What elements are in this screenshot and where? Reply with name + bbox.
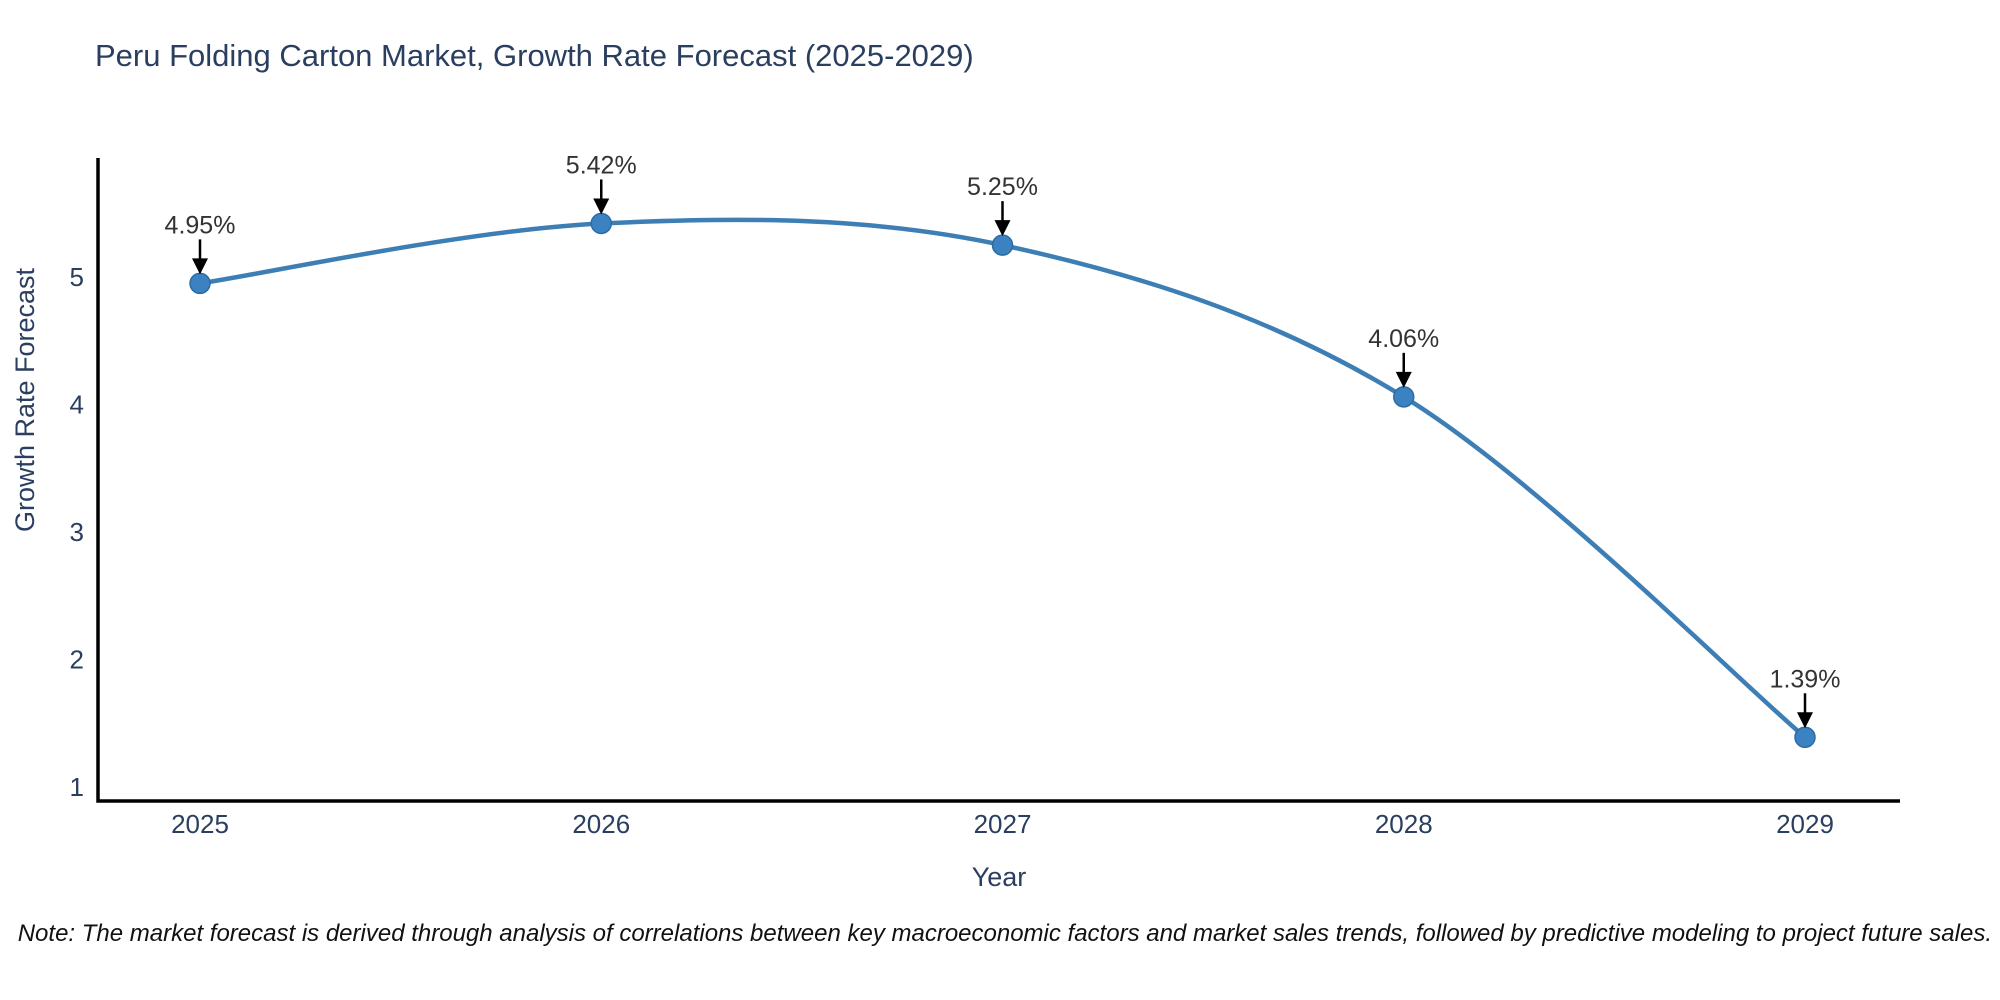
annotation-label: 5.25%: [967, 173, 1038, 201]
y-axis-title: Growth Rate Forecast: [10, 267, 40, 532]
data-point-marker: [1794, 726, 1816, 749]
y-tick-label: 4: [70, 390, 84, 420]
annotation-label: 5.42%: [566, 151, 637, 179]
annotation-arrowhead: [192, 258, 208, 275]
y-tick-label: 3: [70, 517, 84, 547]
y-tick-label: 2: [70, 645, 84, 675]
annotation-label: 1.39%: [1770, 665, 1841, 693]
chart-title: Peru Folding Carton Market, Growth Rate …: [95, 38, 974, 73]
annotation-arrowhead: [994, 220, 1011, 237]
annotation-label: 4.95%: [165, 211, 236, 239]
data-point-marker: [189, 272, 211, 295]
annotation-arrowhead: [1395, 371, 1412, 388]
x-tick-label: 2029: [1776, 809, 1834, 839]
y-tick-label: 1: [70, 772, 84, 802]
annotation-arrowhead: [1797, 712, 1813, 729]
x-tick-label: 2028: [1375, 809, 1433, 839]
plot-area: 1 2 3 4 5 2025 2026 2027 2028 2029 4.95% 5.42% 5.25%…: [70, 151, 1900, 839]
axis-spines: [96, 158, 1900, 803]
data-point-marker: [590, 212, 612, 235]
x-axis-title: Year: [972, 862, 1027, 892]
x-tick-label: 2027: [974, 809, 1032, 839]
data-point-marker: [991, 234, 1014, 256]
annotation-arrowhead: [593, 198, 610, 215]
y-tick-label: 5: [70, 262, 84, 292]
footnote: Note: The market forecast is derived thr…: [18, 920, 1992, 947]
series-line: [197, 217, 1808, 740]
data-point-marker: [1393, 386, 1415, 408]
x-tick-label: 2025: [171, 809, 229, 839]
annotation-label: 4.06%: [1368, 325, 1439, 353]
x-tick-label: 2026: [572, 809, 630, 839]
